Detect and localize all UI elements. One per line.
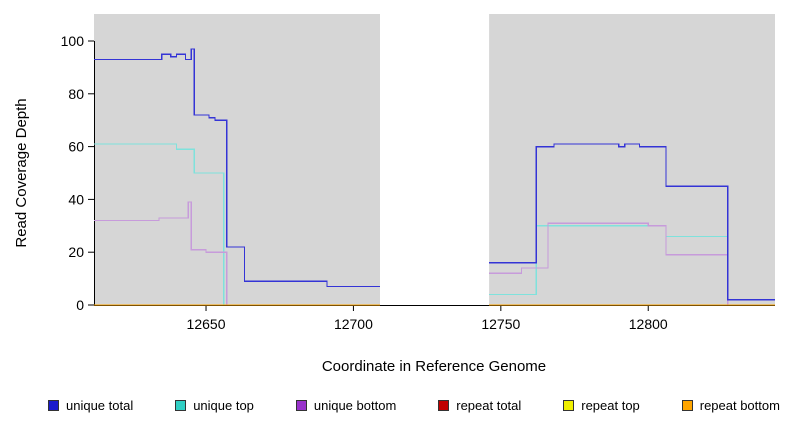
- legend-swatch: [563, 400, 575, 411]
- legend-label: unique top: [193, 398, 254, 413]
- legend-swatch: [175, 400, 187, 411]
- x-tick-label: 12800: [629, 316, 668, 332]
- legend-swatch: [438, 400, 450, 411]
- legend-item: unique top: [175, 398, 254, 413]
- legend-swatch: [681, 400, 693, 411]
- chart-legend: unique total unique top unique bottom repea…: [0, 398, 792, 413]
- legend-item: repeat bottom: [681, 398, 780, 413]
- x-tick-label: 12700: [334, 316, 373, 332]
- legend-label: repeat total: [456, 398, 522, 413]
- y-tick-label: 80: [68, 86, 84, 102]
- legend-item: repeat total: [438, 398, 521, 413]
- y-tick-label: 60: [68, 139, 84, 155]
- y-tick-label: 100: [61, 33, 85, 49]
- x-axis-title: Coordinate in Reference Genome: [322, 358, 546, 375]
- x-tick-label: 12650: [187, 316, 226, 332]
- legend-label: unique bottom: [313, 398, 397, 413]
- legend-label: repeat bottom: [699, 398, 780, 413]
- y-tick-label: 40: [68, 191, 84, 207]
- series-line-unique-total: [94, 48, 380, 288]
- legend-swatch: [295, 400, 307, 411]
- series-line-unique-bottom: [94, 201, 380, 306]
- legend-label: unique total: [66, 398, 134, 413]
- legend-item: unique bottom: [295, 398, 397, 413]
- legend-item: repeat top: [563, 398, 640, 413]
- y-tick-label: 0: [76, 297, 84, 313]
- series-line-unique-top: [94, 143, 380, 306]
- y-tick-label: 20: [68, 244, 84, 260]
- series-line-unique-total: [489, 143, 775, 301]
- x-tick-label: 12750: [481, 316, 520, 332]
- legend-label: repeat top: [581, 398, 640, 413]
- y-axis-title: Read Coverage Depth: [13, 98, 30, 247]
- legend-swatch: [48, 400, 59, 411]
- legend-item: unique total: [48, 398, 133, 413]
- no-data-gap: [380, 14, 490, 305]
